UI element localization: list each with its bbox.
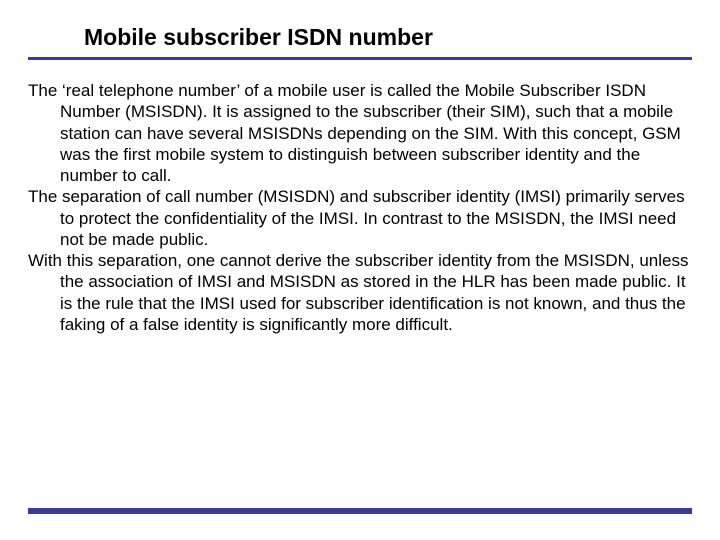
title-underline (28, 57, 692, 60)
paragraph: The separation of call number (MSISDN) a… (28, 186, 692, 250)
slide-title: Mobile subscriber ISDN number (84, 24, 692, 51)
paragraph: With this separation, one cannot derive … (28, 250, 692, 335)
footer-rule (28, 508, 692, 514)
paragraph: The ‘real telephone number’ of a mobile … (28, 80, 692, 186)
slide-body: The ‘real telephone number’ of a mobile … (28, 80, 692, 335)
slide-container: Mobile subscriber ISDN number The ‘real … (0, 0, 720, 540)
